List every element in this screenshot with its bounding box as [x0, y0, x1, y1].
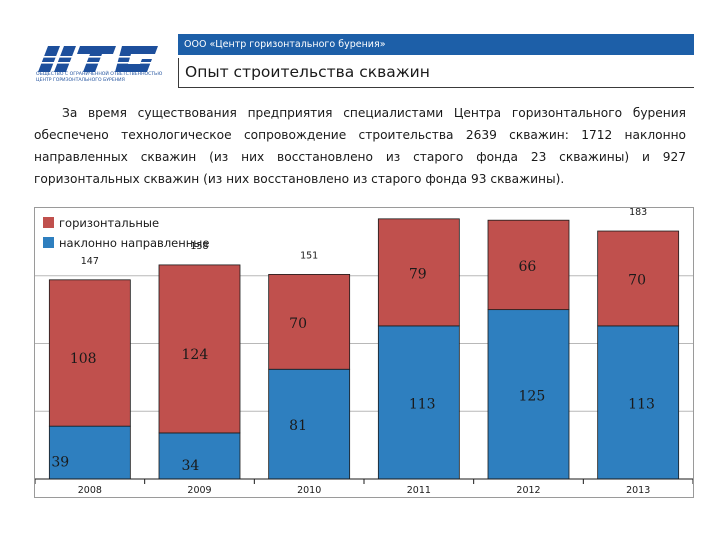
- total-label-2010: 151: [300, 250, 318, 261]
- total-label-2009: 158: [190, 241, 208, 252]
- description-paragraph: За время существования предприятия специ…: [34, 106, 686, 186]
- bar-naklonno-2009: [158, 432, 241, 480]
- label-naklonno-2008: 39: [51, 455, 69, 471]
- legend-label-1: наклонно направленные: [59, 236, 209, 250]
- category-label-2008: 2008: [78, 485, 102, 496]
- logo-subtitle: ОБЩЕСТВО С ОГРАНИЧЕННОЙ ОТВЕТСТВЕННОСТЬЮ…: [36, 72, 163, 83]
- category-label-2013: 2013: [626, 485, 650, 496]
- bar-gorizontalnye-2010: [268, 273, 351, 370]
- total-label-2013: 183: [629, 208, 647, 218]
- label-naklonno-2010: 81: [289, 418, 307, 434]
- chart-frame: 39 108 147 2008 34 124 158 2009 81 70 151 2010 113 79…: [34, 207, 694, 498]
- category-label-2009: 2009: [187, 485, 211, 496]
- bar-naklonno-2008: [48, 425, 131, 480]
- label-gorizontalnye-2009: 124: [182, 347, 209, 363]
- label-gorizontalnye-2013: 70: [628, 272, 646, 288]
- label-gorizontalnye-2011: 79: [409, 266, 427, 282]
- legend-label-0: горизонтальные: [59, 216, 159, 230]
- label-gorizontalnye-2012: 66: [519, 259, 537, 275]
- legend-swatch-0: [43, 217, 54, 228]
- label-naklonno-2013: 113: [628, 396, 655, 412]
- bar-gorizontalnye-2008: [48, 279, 131, 427]
- label-gorizontalnye-2010: 70: [289, 316, 307, 332]
- title-box: Опыт строительства скважин: [178, 58, 694, 88]
- label-naklonno-2011: 113: [409, 396, 436, 412]
- label-naklonno-2012: 125: [519, 388, 546, 404]
- company-logo: [30, 46, 170, 72]
- bar-gorizontalnye-2013: [597, 230, 680, 327]
- total-label-2008: 147: [81, 256, 99, 267]
- category-label-2012: 2012: [516, 485, 540, 496]
- label-gorizontalnye-2008: 108: [70, 351, 97, 367]
- bar-naklonno-2011: [377, 325, 460, 480]
- category-label-2010: 2010: [297, 485, 321, 496]
- bar-gorizontalnye-2012: [487, 219, 570, 311]
- legend-swatch-1: [43, 237, 54, 248]
- bar-gorizontalnye-2011: [377, 218, 460, 327]
- stacked-bar-chart: 39 108 147 2008 34 124 158 2009 81 70 151 2010 113 79…: [35, 208, 693, 496]
- label-naklonno-2009: 34: [182, 458, 200, 474]
- company-name-bar: ООО «Центр горизонтального бурения»: [178, 34, 694, 55]
- page-title: Опыт строительства скважин: [185, 63, 430, 81]
- bar-gorizontalnye-2009: [158, 264, 241, 434]
- bar-naklonno-2010: [268, 368, 351, 480]
- category-label-2011: 2011: [407, 485, 431, 496]
- company-name: ООО «Центр горизонтального бурения»: [184, 39, 386, 50]
